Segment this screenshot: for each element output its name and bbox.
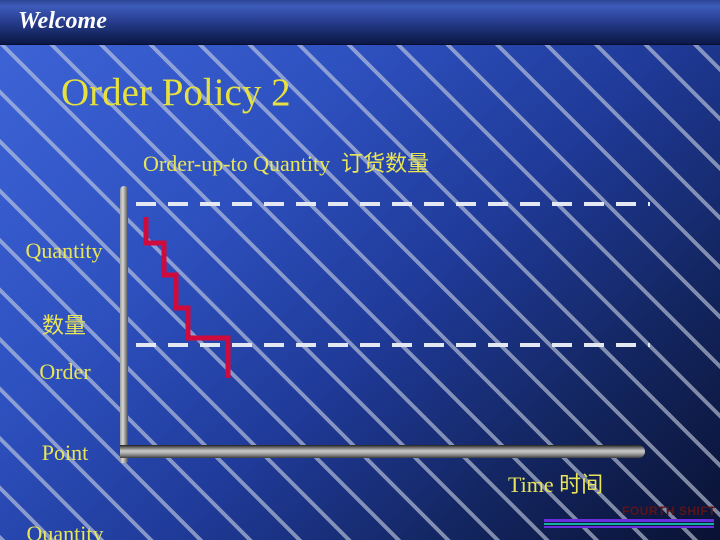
order-up-to-label: Order-up-to Quantity 订货数量 bbox=[143, 151, 430, 176]
order-up-to-dashed-line bbox=[136, 202, 650, 206]
window-titlebar: Welcome bbox=[0, 0, 720, 45]
time-axis-label: Time 时间 bbox=[508, 472, 604, 497]
quantity-axis-label-line2: 数量 bbox=[41, 313, 86, 338]
y-axis bbox=[120, 186, 128, 463]
slide-body: Order Policy 2 Order-up-to Quantity 订货数量… bbox=[0, 45, 720, 540]
logo-stripes bbox=[544, 519, 714, 528]
order-point-label: Order Point Quantity 订货点 bbox=[5, 304, 125, 540]
quantity-axis-label: Quantity 数量 bbox=[4, 188, 124, 388]
titlebar-text: Welcome bbox=[18, 8, 107, 34]
order-point-label-line3: Quantity bbox=[26, 521, 104, 540]
order-point-dashed-line bbox=[136, 343, 650, 347]
quantity-axis-label-line1: Quantity bbox=[25, 238, 103, 263]
logo-text: FOURTH SHIFT bbox=[622, 504, 716, 518]
inventory-step-line-path bbox=[143, 217, 231, 378]
x-axis bbox=[120, 445, 645, 458]
order-point-label-line2: Point bbox=[41, 440, 89, 465]
slide-title: Order Policy 2 bbox=[61, 71, 291, 114]
order-point-label-line1: Order bbox=[39, 359, 91, 384]
